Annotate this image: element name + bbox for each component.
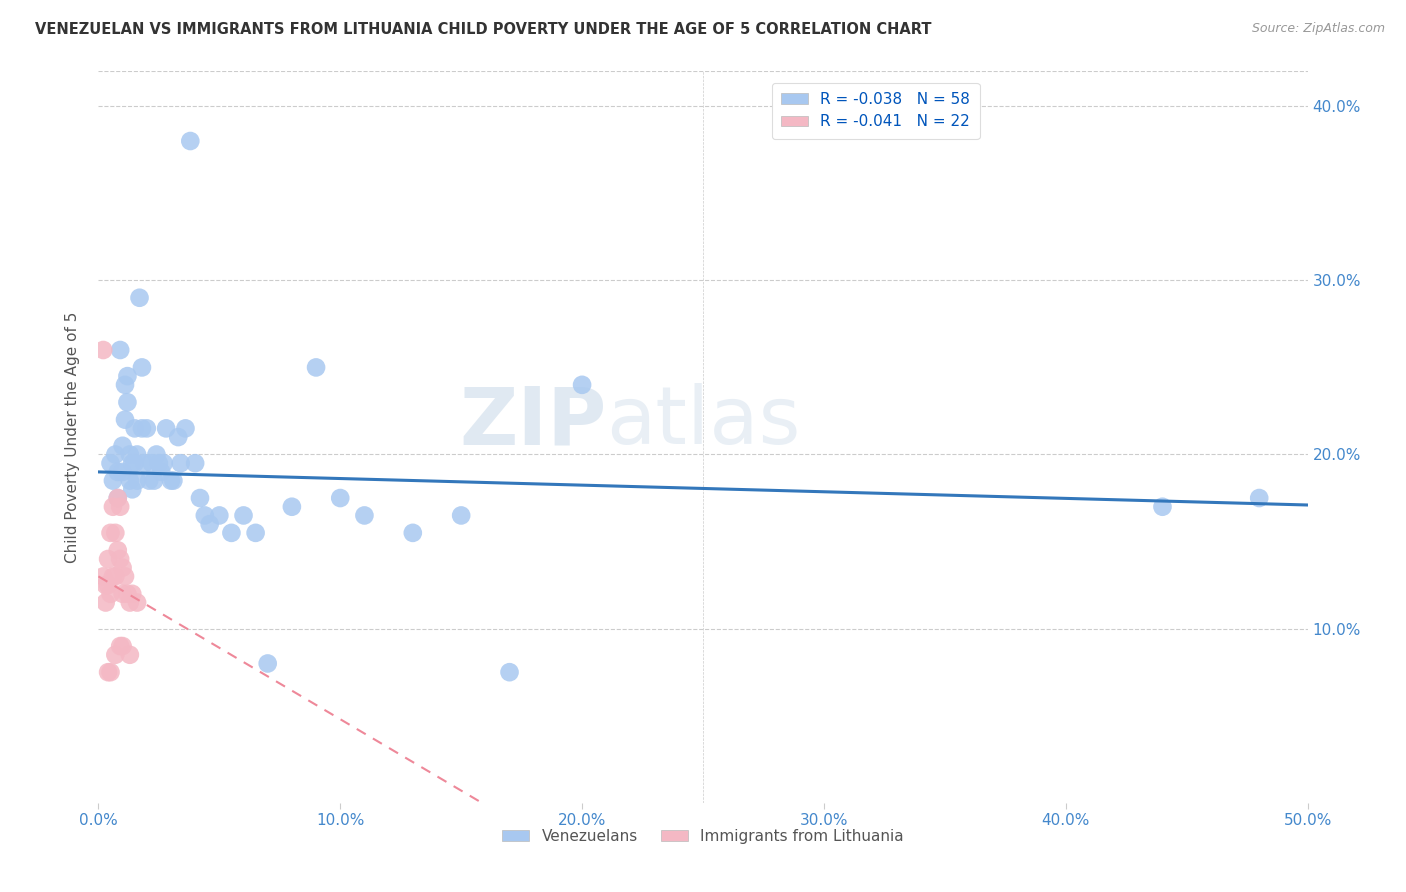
Y-axis label: Child Poverty Under the Age of 5: Child Poverty Under the Age of 5 <box>65 311 80 563</box>
Point <box>107 491 129 505</box>
Point <box>118 474 141 488</box>
Point <box>104 525 127 540</box>
Point <box>111 439 134 453</box>
Point <box>160 474 183 488</box>
Point <box>108 343 131 357</box>
Point <box>121 587 143 601</box>
Point <box>256 657 278 671</box>
Point <box>148 456 170 470</box>
Point <box>353 508 375 523</box>
Point <box>174 421 197 435</box>
Point <box>131 421 153 435</box>
Point <box>108 500 131 514</box>
Point <box>108 639 131 653</box>
Point <box>128 291 150 305</box>
Point <box>1152 500 1174 514</box>
Point <box>498 665 520 680</box>
Point <box>124 456 146 470</box>
Point <box>281 500 304 514</box>
Point <box>127 474 149 488</box>
Point <box>232 508 254 523</box>
Point <box>111 465 134 479</box>
Point <box>134 456 156 470</box>
Point <box>107 543 129 558</box>
Point <box>100 587 122 601</box>
Text: atlas: atlas <box>606 384 800 461</box>
Point <box>94 578 117 592</box>
Point <box>162 474 184 488</box>
Point <box>402 525 425 540</box>
Text: VENEZUELAN VS IMMIGRANTS FROM LITHUANIA CHILD POVERTY UNDER THE AGE OF 5 CORRELA: VENEZUELAN VS IMMIGRANTS FROM LITHUANIA … <box>35 22 932 37</box>
Point <box>179 134 201 148</box>
Text: ZIP: ZIP <box>458 384 606 461</box>
Point <box>184 456 207 470</box>
Point <box>100 456 122 470</box>
Point <box>108 552 131 566</box>
Point <box>118 648 141 662</box>
Point <box>571 377 593 392</box>
Point <box>152 456 174 470</box>
Point <box>194 508 217 523</box>
Point <box>143 474 166 488</box>
Point <box>111 560 134 574</box>
Point <box>114 377 136 392</box>
Legend: Venezuelans, Immigrants from Lithuania: Venezuelans, Immigrants from Lithuania <box>496 822 910 850</box>
Point <box>118 448 141 462</box>
Point <box>111 639 134 653</box>
Point <box>167 430 190 444</box>
Point <box>107 465 129 479</box>
Point <box>1249 491 1271 505</box>
Point <box>208 508 231 523</box>
Point <box>97 665 120 680</box>
Point <box>91 569 114 583</box>
Point <box>97 578 120 592</box>
Point <box>91 343 114 357</box>
Point <box>104 569 127 583</box>
Point <box>221 525 243 540</box>
Point <box>101 500 124 514</box>
Point <box>101 474 124 488</box>
Point <box>169 456 191 470</box>
Point <box>118 595 141 609</box>
Point <box>101 569 124 583</box>
Point <box>141 456 163 470</box>
Point <box>111 587 134 601</box>
Point <box>114 412 136 426</box>
Point <box>131 360 153 375</box>
Point <box>124 421 146 435</box>
Point <box>117 587 139 601</box>
Point <box>127 448 149 462</box>
Point <box>188 491 211 505</box>
Point <box>305 360 328 375</box>
Point <box>121 483 143 497</box>
Point <box>145 448 167 462</box>
Point <box>114 569 136 583</box>
Point <box>100 665 122 680</box>
Point <box>94 595 117 609</box>
Point <box>450 508 472 523</box>
Point <box>104 448 127 462</box>
Point <box>100 525 122 540</box>
Point <box>121 456 143 470</box>
Point <box>117 369 139 384</box>
Point <box>155 421 177 435</box>
Point <box>138 474 160 488</box>
Point <box>104 648 127 662</box>
Text: Source: ZipAtlas.com: Source: ZipAtlas.com <box>1251 22 1385 36</box>
Point <box>117 395 139 409</box>
Point <box>127 595 149 609</box>
Point <box>135 421 157 435</box>
Point <box>329 491 352 505</box>
Point <box>245 525 267 540</box>
Point <box>150 465 173 479</box>
Point <box>198 517 221 532</box>
Point <box>107 491 129 505</box>
Point <box>97 552 120 566</box>
